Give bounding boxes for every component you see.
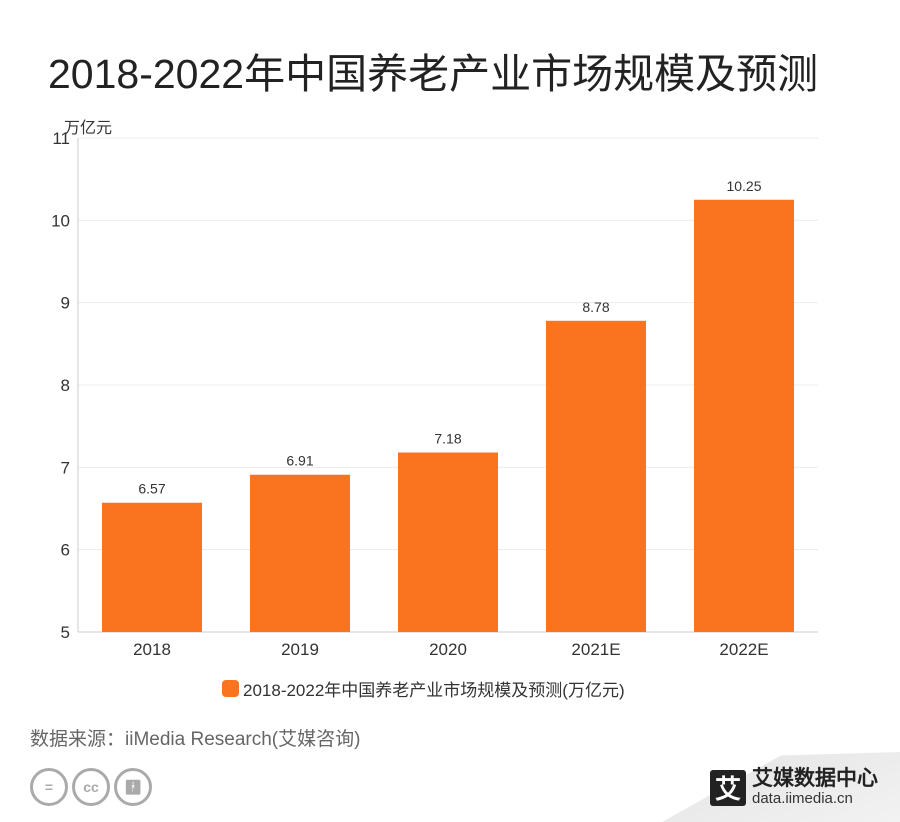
data-label: 8.78 bbox=[582, 299, 609, 315]
x-tick-label: 2018 bbox=[133, 640, 171, 659]
brand-name: 艾媒数据中心 bbox=[752, 767, 878, 790]
cc-icon: cc bbox=[72, 768, 110, 806]
data-label: 10.25 bbox=[726, 178, 761, 194]
y-tick-label: 6 bbox=[61, 541, 70, 560]
bar bbox=[694, 199, 794, 632]
source-note: 数据来源：iiMedia Research(艾媒咨询) bbox=[30, 729, 361, 750]
y-tick-label: 10 bbox=[51, 211, 70, 230]
y-tick-label: 5 bbox=[61, 623, 70, 642]
x-tick-label: 2022E bbox=[719, 640, 768, 659]
bar bbox=[250, 474, 350, 632]
license-icons: = cc 🚹︎ bbox=[30, 768, 152, 806]
page-title: 2018-2022年中国养老产业市场规模及预测 bbox=[48, 51, 819, 97]
x-tick-label: 2021E bbox=[571, 640, 620, 659]
y-tick-label: 8 bbox=[61, 376, 70, 395]
y-axis-label: 万亿元 bbox=[64, 120, 113, 137]
y-tick-label: 9 bbox=[61, 294, 70, 313]
data-label: 7.18 bbox=[434, 431, 461, 447]
x-tick-label: 2019 bbox=[281, 640, 319, 659]
cc-by-icon: 🚹︎ bbox=[114, 768, 152, 806]
brand-logo: 艾 艾媒数据中心 data.iimedia.cn bbox=[710, 768, 878, 807]
data-label: 6.91 bbox=[286, 453, 313, 469]
brand-url: data.iimedia.cn bbox=[752, 790, 853, 807]
y-tick-label: 11 bbox=[52, 129, 70, 148]
logo-icon: 艾 bbox=[710, 769, 746, 806]
legend: 2018-2022年中国养老产业市场规模及预测(万亿元) bbox=[222, 676, 625, 701]
legend-swatch bbox=[222, 680, 239, 697]
cc-nd-icon: = bbox=[30, 768, 68, 806]
x-tick-label: 2020 bbox=[429, 640, 467, 659]
data-label: 6.57 bbox=[138, 481, 165, 497]
bar bbox=[398, 452, 498, 632]
bar bbox=[102, 502, 202, 632]
bar bbox=[546, 320, 646, 632]
legend-label: 2018-2022年中国养老产业市场规模及预测(万亿元) bbox=[243, 681, 625, 700]
y-tick-label: 7 bbox=[61, 458, 70, 477]
